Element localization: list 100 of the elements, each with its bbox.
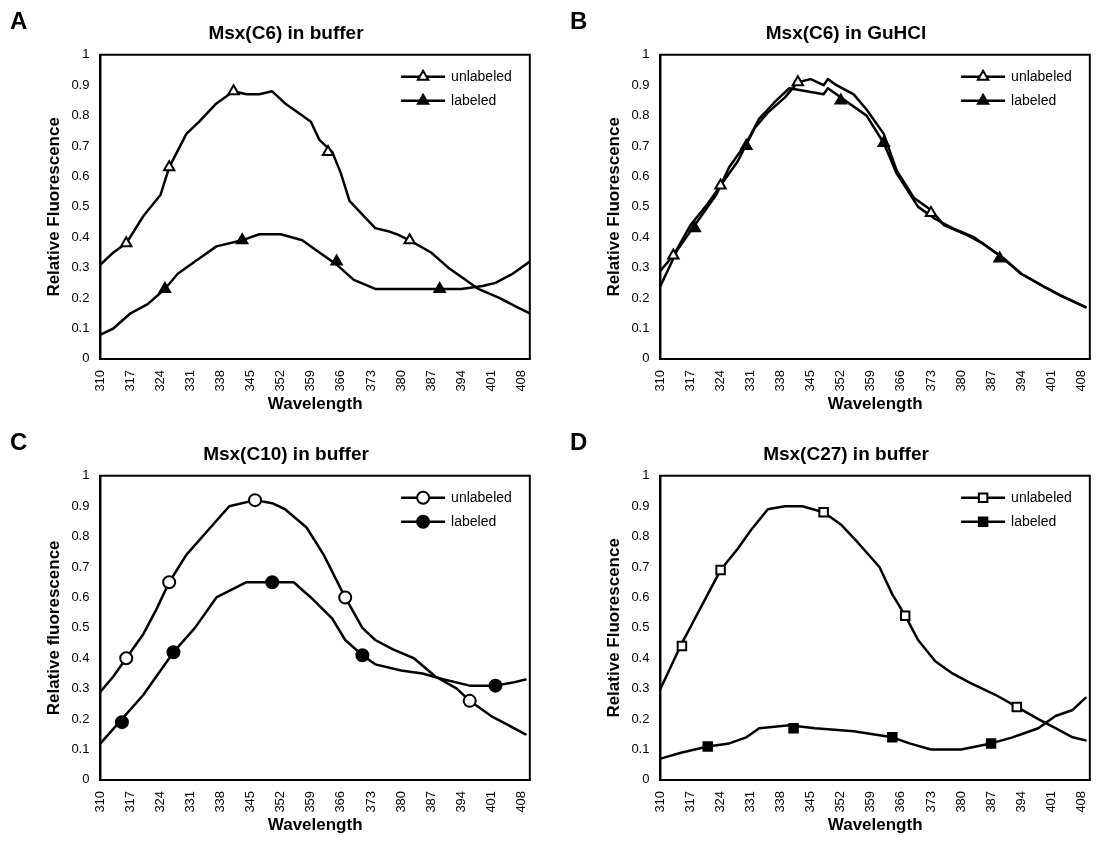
x-tick-label: 331 — [182, 790, 198, 813]
x-tick-label: 310 — [652, 790, 668, 813]
y-tick-label: 0 — [642, 771, 650, 787]
x-tick-label: 373 — [922, 369, 938, 392]
y-tick-label: 0.3 — [631, 680, 650, 696]
x-tick-label: 345 — [242, 369, 258, 392]
x-tick-label: 338 — [212, 369, 228, 392]
y-tick-label: 1 — [642, 46, 650, 62]
y-tick-label: 0.4 — [71, 228, 90, 244]
x-axis-title: Wavelength — [267, 394, 363, 414]
x-tick-label: 338 — [212, 790, 228, 813]
y-tick-label: 0 — [82, 771, 90, 787]
x-tick-label: 366 — [892, 790, 908, 813]
x-tick-label: 408 — [1072, 790, 1088, 813]
chart-title: Msx(C27) in buffer — [763, 442, 930, 464]
y-tick-label: 0.9 — [71, 497, 90, 513]
x-tick-label: 394 — [452, 790, 468, 813]
x-tick-label: 401 — [1042, 790, 1058, 813]
x-tick-label: 394 — [1012, 790, 1028, 813]
legend-label: labeled — [1011, 91, 1057, 108]
y-tick-label: 0.8 — [71, 107, 90, 123]
x-tick-label: 331 — [182, 369, 198, 392]
x-tick-label: 394 — [1012, 369, 1028, 392]
y-tick-label: 0.1 — [631, 741, 650, 757]
x-tick-label: 317 — [682, 790, 698, 813]
x-tick-label: 387 — [982, 369, 998, 392]
y-tick-label: 0.7 — [631, 558, 650, 574]
x-tick-label: 408 — [512, 369, 528, 392]
x-tick-label: 380 — [952, 790, 968, 813]
y-tick-label: 0.3 — [71, 259, 90, 275]
y-tick-label: 0.3 — [71, 680, 90, 696]
y-tick-label: 0.8 — [631, 107, 650, 123]
x-tick-label: 366 — [892, 369, 908, 392]
y-tick-label: 0.5 — [71, 619, 90, 635]
x-tick-label: 324 — [152, 790, 168, 813]
x-tick-label: 373 — [362, 369, 378, 392]
y-tick-label: 1 — [82, 46, 90, 62]
x-tick-label: 380 — [392, 790, 408, 813]
x-tick-label: 324 — [152, 369, 168, 392]
y-tick-label: 0.5 — [71, 198, 90, 214]
x-tick-label: 324 — [712, 790, 728, 813]
y-tick-label: 0.3 — [631, 259, 650, 275]
x-tick-label: 345 — [802, 369, 818, 392]
x-tick-label: 352 — [832, 790, 848, 813]
y-tick-label: 0.7 — [631, 137, 650, 153]
text: C — [10, 427, 28, 455]
chart-title: Msx(C6) in buffer — [208, 21, 365, 43]
y-tick-label: 0.1 — [631, 320, 650, 336]
x-tick-label: 352 — [832, 369, 848, 392]
x-tick-label: 401 — [1042, 369, 1058, 392]
chart-title: Msx(C10) in buffer — [203, 442, 370, 464]
x-tick-label: 331 — [742, 790, 758, 813]
y-tick-label: 0.1 — [71, 741, 90, 757]
x-tick-label: 387 — [982, 790, 998, 813]
x-tick-label: 401 — [482, 790, 498, 813]
x-tick-label: 380 — [392, 369, 408, 392]
legend-label: labeled — [451, 91, 497, 108]
text: D — [570, 427, 588, 455]
x-tick-label: 359 — [862, 369, 878, 392]
x-axis-title: Wavelength — [267, 815, 363, 835]
y-tick-label: 0.4 — [631, 228, 650, 244]
x-tick-label: 359 — [302, 790, 318, 813]
legend-label: unlabeled — [1011, 488, 1072, 505]
y-tick-label: 0.6 — [631, 589, 650, 605]
x-tick-label: 338 — [772, 790, 788, 813]
x-tick-label: 352 — [272, 369, 288, 392]
x-tick-label: 331 — [742, 369, 758, 392]
y-tick-label: 0.4 — [631, 649, 650, 665]
legend-label: unlabeled — [1011, 67, 1072, 84]
y-tick-label: 0.6 — [631, 168, 650, 184]
legend-label: labeled — [451, 512, 497, 529]
y-tick-label: 0.2 — [631, 289, 650, 305]
x-axis-title: Wavelength — [827, 394, 923, 414]
x-tick-label: 359 — [302, 369, 318, 392]
y-axis-title: Relative Fluorescence — [603, 538, 623, 718]
y-tick-label: 0.9 — [631, 497, 650, 513]
y-tick-label: 0.6 — [71, 168, 90, 184]
chart-title: Msx(C6) in GuHCl — [765, 21, 927, 43]
legend-label: labeled — [1011, 512, 1057, 529]
legend-label: unlabeled — [451, 488, 512, 505]
y-axis-title: Relative fluorescence — [43, 540, 63, 716]
legend-label: unlabeled — [451, 67, 512, 84]
x-tick-label: 317 — [682, 369, 698, 392]
y-tick-label: 0.5 — [631, 198, 650, 214]
x-tick-label: 387 — [422, 790, 438, 813]
y-tick-label: 0.2 — [71, 710, 90, 726]
y-axis-title: Relative Fluorescence — [43, 117, 63, 297]
y-tick-label: 0.5 — [631, 619, 650, 635]
x-tick-label: 408 — [512, 790, 528, 813]
y-tick-label: 0.2 — [71, 289, 90, 305]
y-tick-label: 0 — [642, 350, 650, 366]
y-tick-label: 0.1 — [71, 320, 90, 336]
x-tick-label: 408 — [1072, 369, 1088, 392]
y-tick-label: 0.8 — [71, 528, 90, 544]
y-tick-label: 0.8 — [631, 528, 650, 544]
x-tick-label: 317 — [122, 369, 138, 392]
x-tick-label: 310 — [92, 369, 108, 392]
y-tick-label: 0.6 — [71, 589, 90, 605]
x-tick-label: 373 — [922, 790, 938, 813]
y-tick-label: 0.2 — [631, 710, 650, 726]
